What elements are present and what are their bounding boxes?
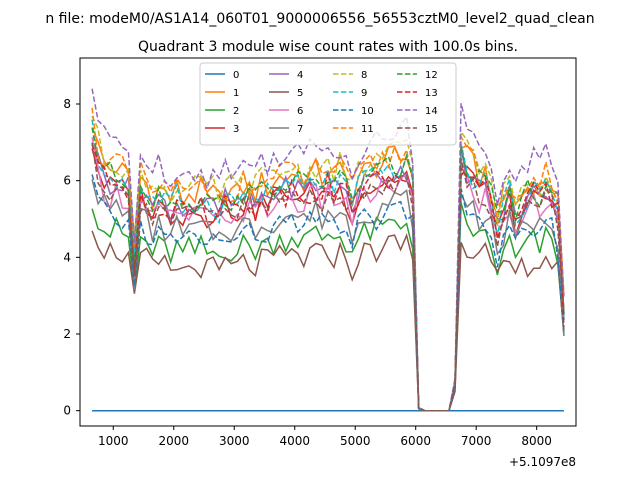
x-tick-label: 1000 (98, 434, 129, 448)
legend-label: 5 (297, 88, 303, 99)
x-axis: 1000 2000 3000 4000 5000 6000 7000 8000 (98, 426, 552, 448)
legend-label: 7 (297, 124, 303, 135)
legend-label: 2 (233, 106, 239, 117)
plot-lines (91, 88, 565, 412)
series-line-14 (91, 88, 565, 412)
series-line-15 (91, 142, 565, 412)
legend-label: 13 (425, 88, 438, 99)
legend-label: 6 (297, 106, 303, 117)
series-line-5 (91, 230, 565, 412)
legend-label: 15 (425, 124, 438, 135)
legend-label: 14 (425, 106, 438, 117)
legend-label: 3 (233, 124, 239, 135)
legend-label: 4 (297, 70, 303, 81)
series-line-13 (91, 144, 565, 412)
x-tick-label: 6000 (400, 434, 431, 448)
legend-label: 0 (233, 70, 239, 81)
figure-suptitle: n file: modeM0/AS1A14_060T01_9000006556_… (45, 11, 594, 27)
plot-frame (79, 57, 577, 427)
series-line-6 (91, 137, 565, 412)
legend-box (199, 62, 457, 146)
series-line-1 (91, 127, 565, 412)
series-line-10 (91, 174, 565, 412)
legend-label: 1 (233, 88, 239, 99)
series-line-12 (91, 127, 565, 412)
x-tick-label: 3000 (219, 434, 250, 448)
legend-label: 12 (425, 70, 438, 81)
y-tick-label: 4 (63, 250, 71, 264)
y-tick-label: 6 (63, 174, 71, 188)
legend-label: 11 (361, 124, 374, 135)
legend-label: 8 (361, 70, 367, 81)
y-axis: 0 2 4 6 8 (63, 97, 80, 418)
x-tick-label: 4000 (279, 434, 310, 448)
y-tick-label: 8 (63, 97, 71, 111)
x-tick-label: 7000 (461, 434, 492, 448)
x-axis-offset: +5.1097e8 (509, 455, 576, 469)
x-tick-label: 5000 (340, 434, 371, 448)
legend-label: 9 (361, 88, 367, 99)
y-tick-label: 0 (63, 404, 71, 418)
y-tick-label: 2 (63, 327, 71, 341)
legend-label: 10 (361, 106, 374, 117)
x-tick-label: 8000 (521, 434, 552, 448)
x-tick-label: 2000 (158, 434, 189, 448)
chart-title: Quadrant 3 module wise count rates with … (138, 39, 518, 55)
